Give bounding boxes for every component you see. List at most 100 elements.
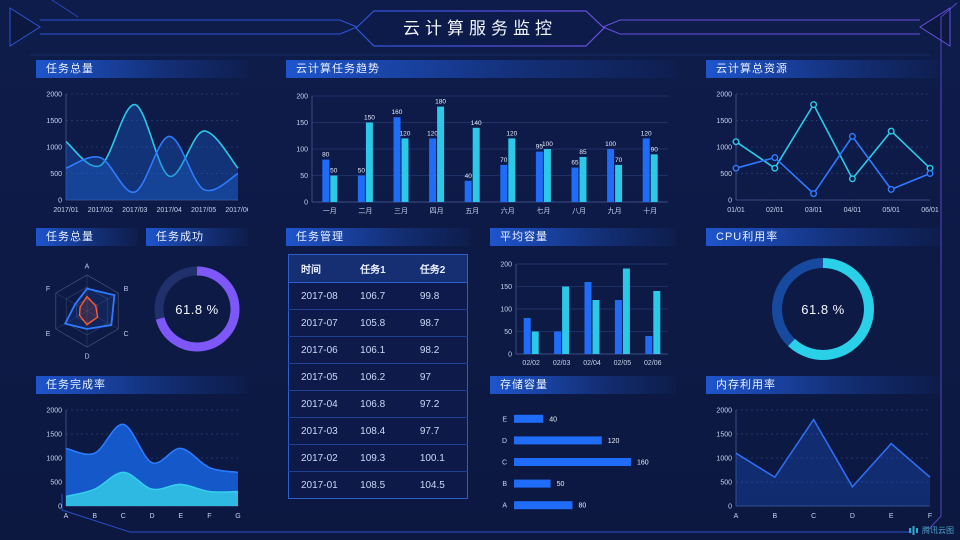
task-success-donut xyxy=(154,266,240,352)
avg-capacity-bar-chart: 0 50 100 150 200 02/02 02/03 02/04 02/05 02/06 xyxy=(500,262,668,367)
svg-text:E: E xyxy=(46,331,51,338)
svg-text:2000: 2000 xyxy=(46,92,62,99)
svg-text:0: 0 xyxy=(304,200,308,207)
task-success-gauge: 61.8 % xyxy=(146,250,248,368)
panel-task-trend: 云计算任务趋势 0 50 100 150 200 一月 80 50 二月 50 150 三月 160 12… xyxy=(286,60,676,216)
svg-text:二月: 二月 xyxy=(358,207,372,215)
panel-title-bar: 平均容量 xyxy=(490,228,676,246)
svg-text:120: 120 xyxy=(427,130,438,137)
svg-text:2017/06: 2017/06 xyxy=(225,207,248,214)
panel-task-success: 任务成功 61.8 % xyxy=(146,228,248,368)
svg-text:D: D xyxy=(502,438,507,445)
cloud-resource-line-chart: 0 500 1000 1500 2000 01/01 02/01 03/01 04/01 05/0… xyxy=(716,92,938,215)
table-cell: 106.1 xyxy=(348,336,408,364)
svg-text:180: 180 xyxy=(435,99,446,106)
svg-text:B: B xyxy=(502,481,507,488)
table-row: 2017-02 109.3 100.1 xyxy=(288,444,468,472)
table-cell: 105.8 xyxy=(348,309,408,337)
table-header-cell: 任务1 xyxy=(348,254,408,283)
panel-title-bar: 任务管理 xyxy=(286,228,470,246)
svg-text:A: A xyxy=(502,503,507,510)
svg-text:1500: 1500 xyxy=(46,118,62,125)
svg-text:80: 80 xyxy=(322,152,330,159)
panel-task-radar: 任务总量 A B C D E F xyxy=(36,228,138,368)
svg-text:1500: 1500 xyxy=(716,432,732,439)
svg-text:70: 70 xyxy=(615,157,623,164)
svg-text:0: 0 xyxy=(508,352,512,359)
table-cell: 106.8 xyxy=(348,390,408,418)
svg-text:03/01: 03/01 xyxy=(805,207,823,214)
svg-text:04/01: 04/01 xyxy=(844,207,862,214)
panel-title-bar: 存储容量 xyxy=(490,376,676,394)
watermark-logo-icon xyxy=(909,526,918,535)
panel-title: 任务总量 xyxy=(46,231,94,243)
svg-text:2017/04: 2017/04 xyxy=(157,207,182,214)
svg-text:1000: 1000 xyxy=(46,145,62,152)
svg-text:2017/05: 2017/05 xyxy=(191,207,216,214)
svg-text:02/06: 02/06 xyxy=(644,360,662,367)
table-cell: 106.7 xyxy=(348,282,408,310)
table-cell: 2017-05 xyxy=(288,363,349,391)
table-cell: 99.8 xyxy=(407,282,468,310)
svg-text:150: 150 xyxy=(364,115,375,122)
svg-text:2000: 2000 xyxy=(46,408,62,415)
svg-text:A: A xyxy=(734,513,739,520)
svg-text:02/04: 02/04 xyxy=(583,360,601,367)
table-cell: 100.1 xyxy=(407,444,468,472)
svg-text:D: D xyxy=(149,513,154,520)
svg-text:A: A xyxy=(85,264,90,271)
svg-text:D: D xyxy=(84,354,89,361)
svg-text:80: 80 xyxy=(579,503,587,510)
watermark: 腾讯云图 xyxy=(908,525,954,536)
panel-title-bar: 任务总量 xyxy=(36,60,248,78)
task-table: 时间 任务1 任务2 2017-08 106.7 99.8 2017-07 105.8 98.7… xyxy=(288,254,468,499)
svg-text:A: A xyxy=(64,513,69,520)
panel-title: 任务成功 xyxy=(156,231,204,243)
svg-text:三月: 三月 xyxy=(394,207,408,215)
svg-text:500: 500 xyxy=(720,171,732,178)
gauge-value: 61.8 % xyxy=(175,301,219,317)
svg-text:05/01: 05/01 xyxy=(882,207,900,214)
panel-cpu: CPU利用率 61.8 % xyxy=(706,228,940,368)
svg-text:500: 500 xyxy=(50,171,62,178)
svg-text:0: 0 xyxy=(728,198,732,205)
panel-title-bar: 云计算总资源 xyxy=(706,60,940,78)
svg-text:01/01: 01/01 xyxy=(727,207,745,214)
task-completion-area-chart: 0 500 1000 1500 2000 A B C D E F G xyxy=(46,408,240,521)
svg-text:B: B xyxy=(772,513,777,520)
svg-text:C: C xyxy=(121,513,126,520)
panel-title-bar: 云计算任务趋势 xyxy=(286,60,676,78)
svg-text:100: 100 xyxy=(605,141,616,148)
svg-text:40: 40 xyxy=(549,416,557,423)
table-cell: 2017-01 xyxy=(288,471,349,499)
svg-text:E: E xyxy=(502,416,507,423)
svg-text:40: 40 xyxy=(465,173,473,180)
svg-text:C: C xyxy=(502,460,507,467)
panel-task-table: 任务管理 时间 任务1 任务2 2017-08 106.7 99.8 2017-07 105.… xyxy=(286,228,470,512)
table-cell: 108.4 xyxy=(348,417,408,445)
table-cell: 2017-08 xyxy=(288,282,349,310)
table-cell: 2017-07 xyxy=(288,309,349,337)
svg-text:1000: 1000 xyxy=(46,456,62,463)
table-cell: 106.2 xyxy=(348,363,408,391)
table-cell: 2017-06 xyxy=(288,336,349,364)
svg-text:200: 200 xyxy=(500,262,512,269)
table-cell: 97 xyxy=(407,363,468,391)
panel-title: 任务完成率 xyxy=(46,379,106,391)
task-radar-chart: A B C D E F xyxy=(46,264,129,361)
panel-title: 云计算任务趋势 xyxy=(296,63,380,75)
panel-task-completion: 任务完成率 0 500 1000 1500 2000 A B C D E F G xyxy=(36,376,248,522)
panel-title: 内存利用率 xyxy=(716,379,776,391)
svg-text:500: 500 xyxy=(50,480,62,487)
svg-text:B: B xyxy=(124,286,129,293)
panel-memory: 内存利用率 0 500 1000 1500 2000 A B C D E F xyxy=(706,376,940,522)
svg-text:1500: 1500 xyxy=(716,118,732,125)
watermark-text: 腾讯云图 xyxy=(922,526,954,535)
svg-text:50: 50 xyxy=(504,329,512,336)
svg-text:160: 160 xyxy=(637,460,649,467)
panel-title-bar: CPU利用率 xyxy=(706,228,940,246)
svg-text:02/03: 02/03 xyxy=(553,360,571,367)
svg-text:2017/02: 2017/02 xyxy=(88,207,113,214)
svg-text:120: 120 xyxy=(641,130,652,137)
